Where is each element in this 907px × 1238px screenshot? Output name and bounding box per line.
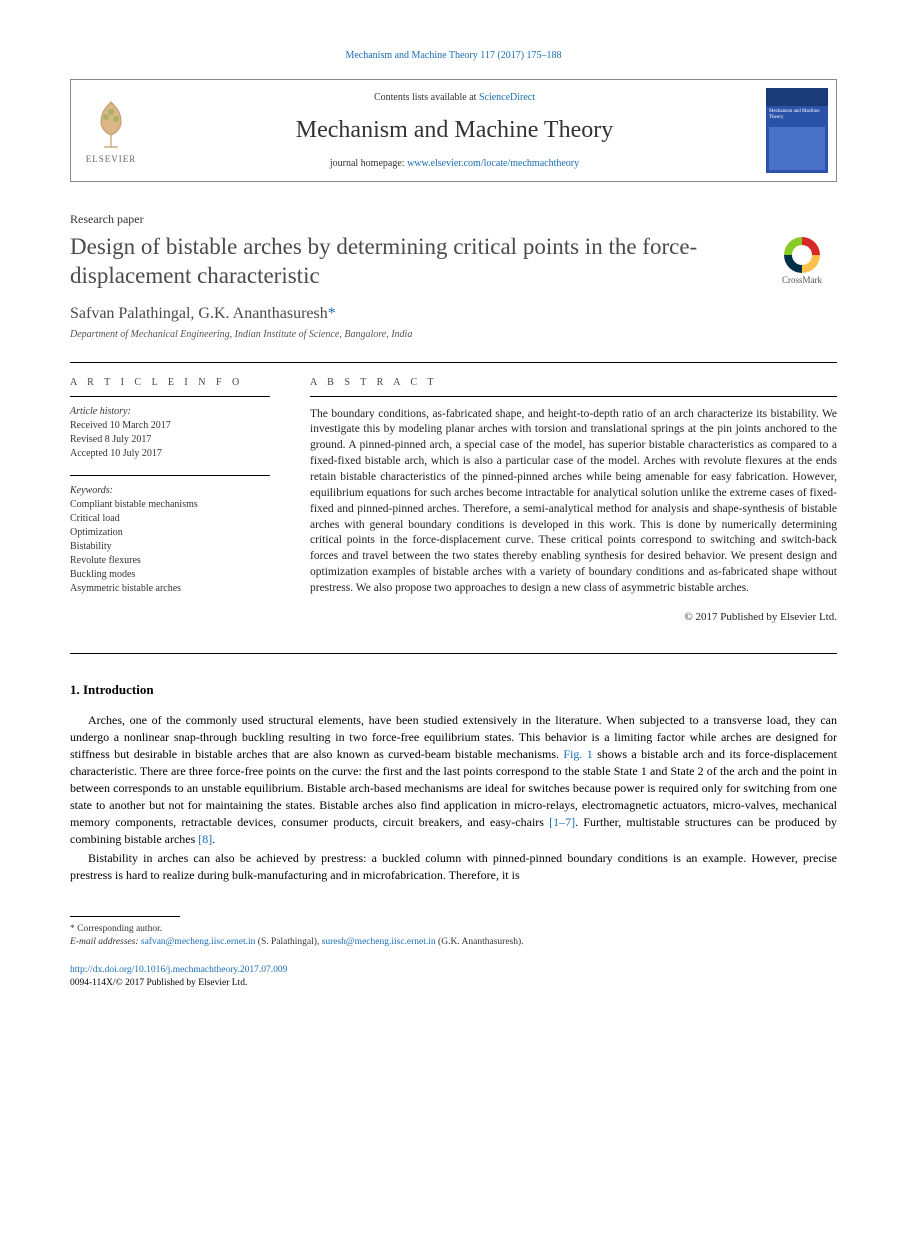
asterisk: * (70, 924, 75, 934)
email-link[interactable]: suresh@mecheng.iisc.ernet.in (322, 937, 436, 947)
issn-copyright: 0094-114X/© 2017 Published by Elsevier L… (70, 977, 837, 990)
homepage-link[interactable]: www.elsevier.com/locate/mechmachtheory (407, 158, 579, 169)
doi-block: http://dx.doi.org/10.1016/j.mechmachtheo… (70, 964, 837, 991)
keyword: Asymmetric bistable arches (70, 582, 270, 596)
homepage-prefix: journal homepage: (330, 158, 407, 169)
keyword: Optimization (70, 526, 270, 540)
corr-text: Corresponding author. (77, 924, 162, 934)
corresponding-asterisk: * (328, 305, 336, 322)
abstract-column: A B S T R A C T The boundary conditions,… (310, 363, 837, 623)
article-info-label: A R T I C L E I N F O (70, 363, 270, 396)
abstract-text: The boundary conditions, as-fabricated s… (310, 396, 837, 597)
journal-cover-thumbnail: Mechanism and Machine Theory (766, 88, 828, 173)
homepage-line: journal homepage: www.elsevier.com/locat… (161, 158, 748, 169)
article-history: Article history: Received 10 March 2017 … (70, 396, 270, 475)
keywords-block: Keywords: Compliant bistable mechanisms … (70, 475, 270, 610)
history-received: Received 10 March 2017 (70, 419, 270, 433)
journal-header: ELSEVIER Contents lists available at Sci… (70, 79, 837, 182)
crossmark-label: CrossMark (782, 275, 822, 285)
copyright-line: © 2017 Published by Elsevier Ltd. (310, 611, 837, 623)
email-who: (G.K. Ananthasuresh). (436, 937, 524, 947)
keyword: Critical load (70, 512, 270, 526)
title-row: Design of bistable arches by determining… (70, 233, 837, 291)
email-line: E-mail addresses: safvan@mecheng.iisc.er… (70, 936, 837, 949)
keyword: Bistability (70, 540, 270, 554)
figure-link[interactable]: Fig. 1 (563, 747, 592, 761)
keyword: Buckling modes (70, 568, 270, 582)
crossmark-icon (784, 237, 820, 273)
article-info-column: A R T I C L E I N F O Article history: R… (70, 363, 270, 623)
section-heading-intro: 1. Introduction (70, 682, 837, 698)
paper-type: Research paper (70, 212, 837, 227)
elsevier-logo: ELSEVIER (71, 80, 151, 181)
journal-name: Mechanism and Machine Theory (161, 117, 748, 144)
email-label: E-mail addresses: (70, 937, 141, 947)
intro-paragraph-2: Bistability in arches can also be achiev… (70, 850, 837, 884)
authors: Safvan Palathingal, G.K. Ananthasuresh* (70, 305, 837, 323)
elsevier-tree-icon (86, 97, 136, 152)
history-heading: Article history: (70, 405, 270, 419)
info-abstract-row: A R T I C L E I N F O Article history: R… (70, 363, 837, 623)
cover-title-text: Mechanism and Machine Theory (766, 106, 828, 124)
reference-link[interactable]: [1–7] (549, 815, 575, 829)
history-revised: Revised 8 July 2017 (70, 433, 270, 447)
sciencedirect-link[interactable]: ScienceDirect (479, 92, 535, 103)
keyword: Compliant bistable mechanisms (70, 498, 270, 512)
header-center: Contents lists available at ScienceDirec… (151, 80, 758, 181)
keyword: Revolute flexures (70, 554, 270, 568)
email-who: (S. Palathingal), (255, 937, 321, 947)
corresponding-author-note: * Corresponding author. (70, 923, 837, 936)
crossmark-badge[interactable]: CrossMark (767, 237, 837, 285)
intro-divider (70, 653, 837, 654)
publisher-name: ELSEVIER (86, 154, 137, 164)
contents-available: Contents lists available at ScienceDirec… (161, 92, 748, 103)
page-root: Mechanism and Machine Theory 117 (2017) … (0, 0, 907, 1030)
intro-paragraph-1: Arches, one of the commonly used structu… (70, 712, 837, 848)
keywords-heading: Keywords: (70, 484, 270, 498)
reference-link[interactable]: [8] (198, 832, 212, 846)
abstract-label: A B S T R A C T (310, 363, 837, 396)
doi-link[interactable]: http://dx.doi.org/10.1016/j.mechmachtheo… (70, 965, 287, 975)
history-accepted: Accepted 10 July 2017 (70, 447, 270, 461)
author-names: Safvan Palathingal, G.K. Ananthasuresh (70, 305, 328, 322)
affiliation: Department of Mechanical Engineering, In… (70, 329, 837, 340)
citation-line: Mechanism and Machine Theory 117 (2017) … (70, 50, 837, 61)
contents-prefix: Contents lists available at (374, 92, 479, 103)
article-title: Design of bistable arches by determining… (70, 233, 747, 291)
footnote-rule (70, 916, 180, 917)
body-text: . (212, 832, 215, 846)
footnotes: * Corresponding author. E-mail addresses… (70, 923, 837, 950)
email-link[interactable]: safvan@mecheng.iisc.ernet.in (141, 937, 256, 947)
